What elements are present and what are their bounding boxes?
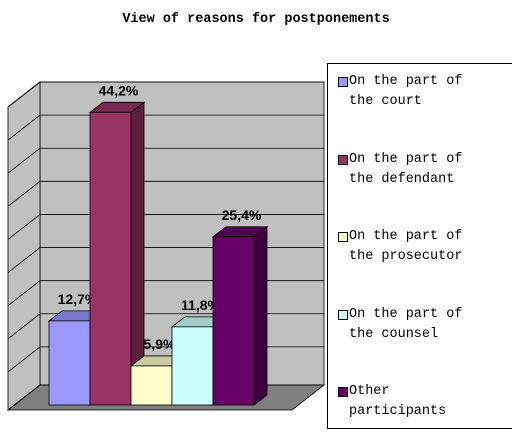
bar	[130, 365, 173, 406]
side-wall	[7, 81, 41, 411]
legend-swatch	[338, 232, 348, 242]
grid-line	[7, 181, 41, 207]
bar-side	[253, 225, 268, 406]
legend-swatch	[338, 309, 348, 320]
bar	[171, 326, 214, 406]
data-label: 25,4%	[222, 207, 262, 223]
legend-label: On the part of the court	[349, 74, 463, 109]
data-label: 11,8%	[181, 297, 220, 313]
bar	[212, 236, 255, 406]
data-label: 44,2%	[99, 82, 139, 98]
legend-label: On the part of the prosecutor	[349, 229, 463, 264]
grid-line	[7, 214, 41, 240]
grid-line	[7, 81, 41, 108]
legend-label: On the part of the defendant	[349, 151, 463, 187]
grid-line	[7, 384, 41, 411]
grid-line	[7, 346, 41, 373]
bar	[48, 320, 91, 406]
grid-line	[7, 313, 41, 340]
legend-label: Other participants	[349, 384, 447, 419]
chart-title: View of reasons for postponements	[122, 12, 389, 27]
bar	[89, 111, 132, 406]
legend-swatch	[338, 77, 348, 87]
legend: On the part of the court On the part of t…	[327, 63, 512, 429]
grid-line	[7, 280, 41, 306]
grid-line	[7, 147, 41, 174]
data-label: 5,9%	[144, 336, 176, 352]
grid-line	[7, 114, 41, 141]
legend-swatch	[338, 387, 348, 397]
legend-label: On the part of the counsel	[349, 306, 463, 342]
data-label: 12,7%	[58, 291, 98, 307]
legend-swatch	[338, 154, 348, 165]
grid-line	[7, 247, 41, 273]
